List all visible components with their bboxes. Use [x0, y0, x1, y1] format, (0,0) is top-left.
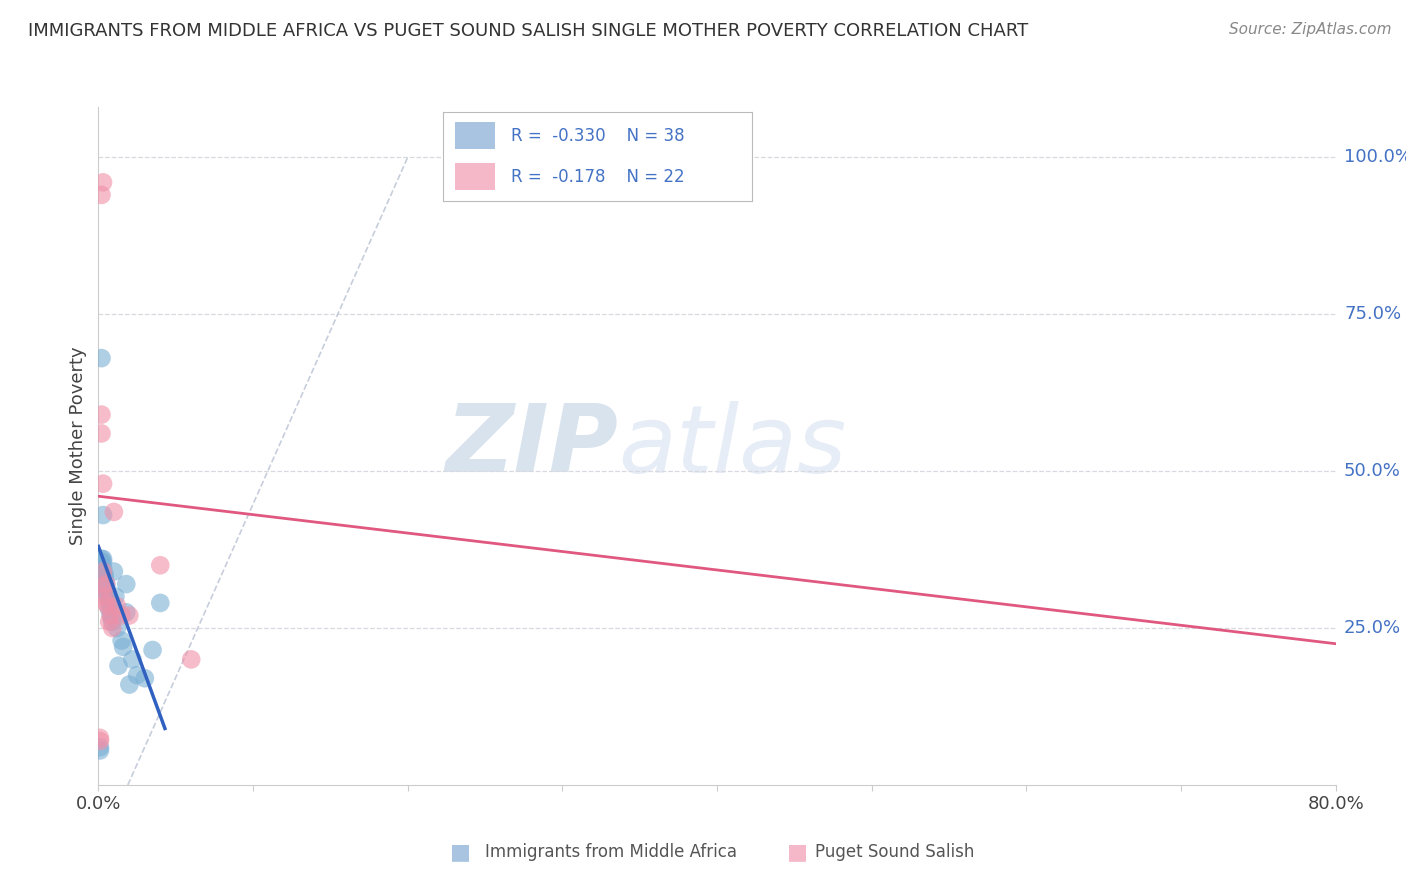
Point: [98, 596, 121, 610]
Point: [89, 740, 111, 755]
Point: [141, 643, 165, 657]
Point: [115, 577, 138, 591]
Point: [105, 599, 128, 613]
Point: [127, 668, 149, 682]
Point: [97, 599, 120, 613]
Text: ZIP: ZIP: [446, 400, 619, 492]
Point: [90, 558, 112, 573]
Point: [100, 608, 122, 623]
Point: [100, 608, 122, 623]
Text: Source: ZipAtlas.com: Source: ZipAtlas.com: [1229, 22, 1392, 37]
Point: [111, 633, 132, 648]
Point: [90, 552, 112, 566]
Point: [91, 476, 114, 491]
Point: [91, 561, 114, 575]
FancyBboxPatch shape: [456, 163, 495, 190]
Text: Immigrants from Middle Africa: Immigrants from Middle Africa: [485, 843, 737, 861]
Point: [101, 621, 124, 635]
Point: [98, 615, 121, 629]
Point: [118, 608, 141, 623]
Text: 100.0%: 100.0%: [1344, 148, 1406, 166]
Point: [104, 590, 127, 604]
Text: ■: ■: [787, 842, 808, 862]
Point: [96, 596, 118, 610]
Point: [91, 552, 114, 566]
Text: R =  -0.330    N = 38: R = -0.330 N = 38: [510, 127, 685, 145]
Point: [93, 577, 115, 591]
Point: [91, 175, 114, 189]
Point: [91, 555, 114, 569]
Point: [91, 565, 114, 579]
Point: [89, 743, 111, 757]
Point: [91, 508, 114, 522]
Text: atlas: atlas: [619, 401, 846, 491]
Point: [93, 580, 115, 594]
Text: IMMIGRANTS FROM MIDDLE AFRICA VS PUGET SOUND SALISH SINGLE MOTHER POVERTY CORREL: IMMIGRANTS FROM MIDDLE AFRICA VS PUGET S…: [28, 22, 1028, 40]
Point: [89, 731, 111, 745]
Point: [180, 652, 202, 666]
Point: [90, 555, 112, 569]
Point: [149, 558, 172, 573]
Point: [121, 652, 143, 666]
Point: [100, 596, 122, 610]
Point: [103, 505, 125, 519]
Point: [90, 188, 112, 202]
Point: [90, 426, 112, 441]
Point: [91, 565, 114, 579]
Text: Puget Sound Salish: Puget Sound Salish: [815, 843, 974, 861]
Point: [111, 608, 132, 623]
Text: ■: ■: [450, 842, 471, 862]
Point: [149, 596, 172, 610]
Point: [96, 580, 118, 594]
Point: [107, 658, 129, 673]
Point: [101, 615, 124, 629]
Point: [93, 571, 115, 585]
Point: [115, 605, 138, 619]
Point: [134, 671, 156, 685]
Point: [97, 586, 120, 600]
Point: [96, 577, 118, 591]
Point: [118, 677, 141, 691]
Point: [90, 351, 112, 365]
Text: 25.0%: 25.0%: [1344, 619, 1402, 637]
Point: [97, 590, 120, 604]
Point: [90, 408, 112, 422]
Y-axis label: Single Mother Poverty: Single Mother Poverty: [69, 347, 87, 545]
Point: [96, 577, 118, 591]
Point: [96, 583, 118, 598]
Point: [103, 565, 125, 579]
Text: 50.0%: 50.0%: [1344, 462, 1400, 480]
Point: [105, 621, 128, 635]
Text: 75.0%: 75.0%: [1344, 305, 1402, 323]
Text: R =  -0.178    N = 22: R = -0.178 N = 22: [510, 168, 685, 186]
Point: [98, 602, 121, 616]
Point: [93, 590, 115, 604]
Point: [93, 567, 115, 582]
Point: [89, 734, 111, 748]
FancyBboxPatch shape: [456, 122, 495, 149]
Point: [112, 640, 135, 654]
